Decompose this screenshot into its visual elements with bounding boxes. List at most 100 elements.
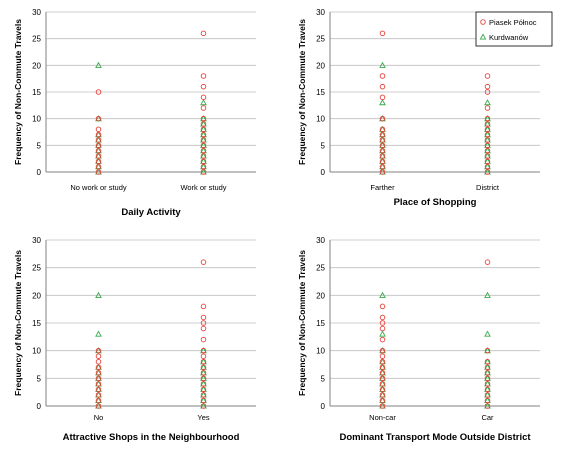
data-point-piasek	[95, 397, 102, 404]
data-point-piasek	[484, 397, 491, 404]
data-point-piasek	[95, 392, 102, 398]
data-point-piasek	[484, 126, 491, 133]
data-point-piasek	[200, 131, 207, 138]
data-point-piasek	[379, 370, 386, 376]
y-axis-title: Frequency of Non-Commute Travels	[297, 250, 307, 396]
x-tick-label: No	[94, 413, 104, 422]
y-tick-label: 10	[316, 115, 325, 124]
data-point-piasek	[379, 94, 386, 101]
x-axis-title: Dominant Transport Mode Outside District	[339, 432, 531, 443]
data-point-piasek	[95, 169, 102, 175]
data-point-piasek	[95, 115, 102, 122]
data-point-piasek	[379, 386, 386, 393]
data-point-piasek	[379, 347, 386, 354]
y-tick-label: 0	[321, 402, 326, 411]
data-point-piasek	[200, 163, 207, 170]
data-point-piasek	[379, 83, 386, 90]
data-point-piasek	[95, 163, 102, 170]
data-point-piasek	[379, 403, 386, 409]
data-point-piasek	[379, 163, 386, 170]
data-point-piasek	[200, 30, 207, 37]
y-tick-label: 10	[316, 347, 325, 356]
data-point-piasek	[379, 314, 386, 321]
y-tick-label: 5	[37, 141, 42, 150]
data-point-piasek	[484, 370, 491, 376]
data-point-piasek	[200, 142, 207, 149]
data-point-piasek	[200, 325, 207, 332]
data-point-piasek	[200, 370, 207, 376]
chart-panel-1: 0 5 10 15 20 25 30 No work or study Work or stud…	[13, 8, 256, 218]
data-point-piasek	[484, 259, 491, 265]
x-tick-label: Non-car	[369, 413, 396, 422]
y-tick-label: 20	[32, 61, 41, 70]
x-axis-title: Attractive Shops in the Neighbourhood	[63, 432, 240, 443]
data-point-piasek	[95, 386, 102, 393]
x-tick-label: Work or study	[180, 183, 226, 192]
x-axis-title: Place of Shopping	[394, 197, 477, 208]
data-point-piasek	[379, 169, 386, 175]
data-point-piasek	[200, 94, 207, 101]
data-point-piasek	[95, 358, 102, 365]
data-point-kurdwanow	[484, 99, 491, 106]
y-tick-label: 0	[37, 168, 42, 177]
data-point-piasek	[379, 153, 386, 159]
y-tick-label: 10	[32, 115, 41, 124]
data-point-piasek	[379, 147, 386, 154]
data-point-piasek	[95, 147, 102, 154]
data-point-piasek	[200, 392, 207, 398]
y-tick-label: 25	[316, 35, 325, 44]
data-point-kurdwanow	[484, 330, 491, 337]
x-tick-label: Farther	[370, 183, 395, 192]
legend-box	[475, 11, 553, 47]
y-tick-label: 5	[321, 141, 326, 150]
data-point-piasek	[200, 336, 207, 343]
data-point-piasek	[379, 115, 386, 122]
data-point-piasek	[484, 169, 491, 175]
data-point-piasek	[379, 320, 386, 326]
data-point-piasek	[95, 381, 102, 387]
y-tick-label: 25	[32, 35, 41, 44]
legend-marker-kurdwanow	[479, 33, 487, 40]
y-tick-label: 0	[321, 168, 326, 177]
data-point-piasek	[95, 353, 102, 359]
y-axis-title: Frequency of Non-Commute Travels	[13, 19, 23, 165]
x-axis-title: Daily Activity	[121, 207, 181, 218]
data-point-piasek	[95, 126, 102, 133]
y-tick-label: 30	[316, 236, 325, 245]
data-point-piasek	[379, 397, 386, 404]
data-point-piasek	[200, 158, 207, 165]
chart-panel-3: 0 5 10 15 20 25 30 No Yes Frequency of Non-Commut…	[13, 236, 256, 443]
y-tick-label: 30	[316, 8, 325, 17]
legend-label-piasek: Piasek Północ	[489, 18, 537, 27]
y-tick-label: 5	[37, 374, 42, 383]
data-point-piasek	[200, 347, 207, 354]
data-point-piasek	[200, 375, 207, 382]
chart-panel-4: 0 5 10 15 20 25 30 Non-car Car Frequency of Non-C…	[297, 236, 540, 443]
data-point-piasek	[379, 353, 386, 359]
y-tick-label: 15	[316, 319, 325, 328]
data-point-piasek	[484, 115, 491, 122]
data-point-piasek	[200, 358, 207, 365]
data-point-piasek	[484, 403, 491, 409]
data-point-piasek	[379, 73, 386, 79]
data-point-piasek	[200, 397, 207, 404]
data-point-piasek	[484, 358, 491, 365]
data-point-piasek	[95, 364, 102, 371]
data-point-kurdwanow	[379, 291, 386, 298]
data-point-piasek	[200, 303, 207, 310]
data-point-piasek	[200, 83, 207, 90]
y-tick-label: 25	[316, 264, 325, 273]
data-point-piasek	[200, 153, 207, 159]
data-point-piasek	[200, 314, 207, 321]
data-point-piasek	[484, 105, 491, 111]
data-point-piasek	[95, 375, 102, 382]
data-point-piasek	[200, 259, 207, 265]
data-point-piasek	[95, 142, 102, 149]
legend-label-kurdwanow: Kurdwanów	[489, 33, 529, 42]
data-point-kurdwanow	[95, 291, 102, 298]
data-point-piasek	[379, 30, 386, 37]
data-point-piasek	[379, 126, 386, 133]
data-point-piasek	[484, 364, 491, 371]
data-point-piasek	[379, 364, 386, 371]
data-point-piasek	[95, 89, 102, 95]
